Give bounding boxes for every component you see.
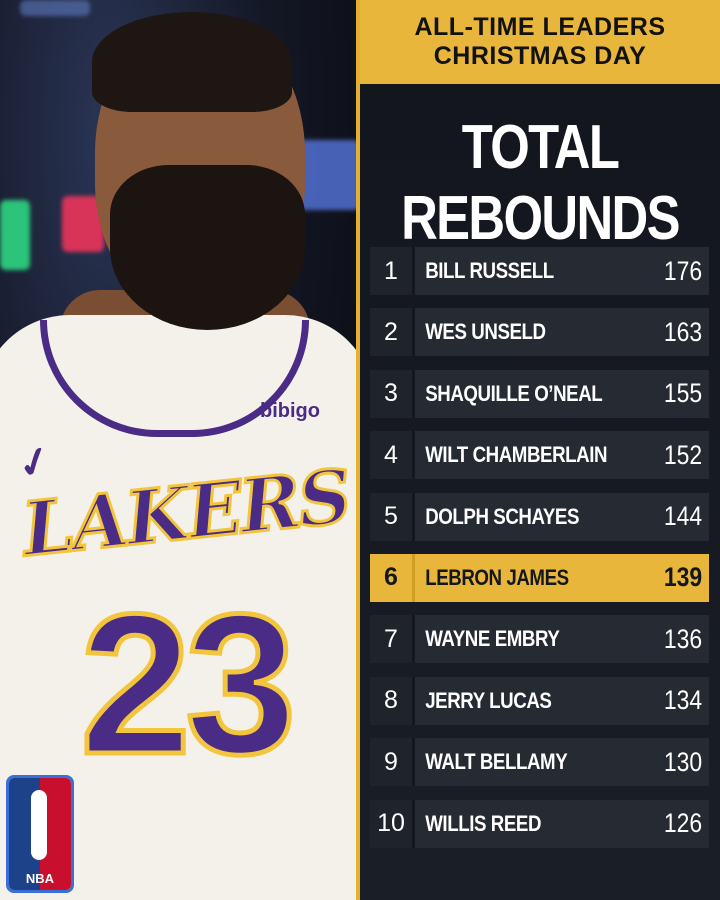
leader-rank: 9 <box>370 738 415 787</box>
arena-light <box>0 200 30 270</box>
leader-name: WAYNE EMBRY <box>425 626 560 652</box>
nba-logo-icon: NBA <box>6 775 74 893</box>
leader-name: SHAQUILLE O’NEAL <box>425 380 603 406</box>
leader-value: 134 <box>663 685 703 716</box>
leader-row: 5 DOLPH SCHAYES 144 <box>370 492 709 541</box>
jersey-sponsor: bibigo <box>260 400 320 422</box>
leader-name: WALT BELLAMY <box>425 749 568 775</box>
leaders-list: 1 BILL RUSSELL 176 2 WES UNSELD 163 3 SH… <box>370 247 709 861</box>
header-line-1: ALL-TIME LEADERS <box>414 13 666 41</box>
player-beard <box>110 165 305 330</box>
leader-value: 130 <box>663 746 703 777</box>
leader-rank: 7 <box>370 615 415 664</box>
leader-name: LEBRON JAMES <box>425 564 569 590</box>
leader-name: DOLPH SCHAYES <box>425 503 580 529</box>
leader-row: 4 WILT CHAMBERLAIN 152 <box>370 431 709 480</box>
stat-title: TOTAL REBOUNDS <box>401 113 680 253</box>
leader-value: 144 <box>663 501 703 532</box>
jersey-number: 23 <box>77 571 298 799</box>
leader-rank: 10 <box>370 799 415 848</box>
header-banner: ALL-TIME LEADERS CHRISTMAS DAY <box>360 0 720 84</box>
nba-logo-text: NBA <box>25 871 55 886</box>
leader-rank: 1 <box>370 247 415 295</box>
leader-rank: 6 <box>370 553 415 602</box>
gold-divider <box>356 0 360 900</box>
leader-value: 126 <box>663 808 703 839</box>
leader-row-highlighted: 6 LEBRON JAMES 139 <box>370 553 709 602</box>
leader-name: WES UNSELD <box>425 319 546 345</box>
leader-value: 155 <box>663 378 703 409</box>
leader-row: 3 SHAQUILLE O’NEAL 155 <box>370 369 709 418</box>
arena-light <box>20 0 90 16</box>
player-photo: ✓ bibigo LAKERS 23 NBA <box>0 0 358 900</box>
leader-name: BILL RUSSELL <box>425 258 554 283</box>
leader-rank: 5 <box>370 492 415 541</box>
leader-value: 139 <box>663 562 703 593</box>
player-hair <box>92 12 292 112</box>
leader-rank: 4 <box>370 431 415 480</box>
leader-row: 2 WES UNSELD 163 <box>370 308 709 357</box>
leader-rank: 8 <box>370 676 415 725</box>
leader-value: 176 <box>663 255 703 286</box>
leader-row: 1 BILL RUSSELL 176 <box>370 247 709 295</box>
leader-name: JERRY LUCAS <box>425 687 552 713</box>
leader-row: 10 WILLIS REED 126 <box>370 799 709 848</box>
header-line-2: CHRISTMAS DAY <box>433 42 647 70</box>
leader-row: 8 JERRY LUCAS 134 <box>370 676 709 725</box>
leader-rank: 3 <box>370 369 415 418</box>
leader-row: 7 WAYNE EMBRY 136 <box>370 615 709 664</box>
leader-name: WILLIS REED <box>425 810 542 836</box>
leader-name: WILT CHAMBERLAIN <box>425 442 608 468</box>
leader-rank: 2 <box>370 308 415 357</box>
leader-value: 152 <box>663 439 703 470</box>
leader-value: 163 <box>663 316 703 347</box>
leader-value: 136 <box>663 623 703 654</box>
leader-row: 9 WALT BELLAMY 130 <box>370 738 709 787</box>
